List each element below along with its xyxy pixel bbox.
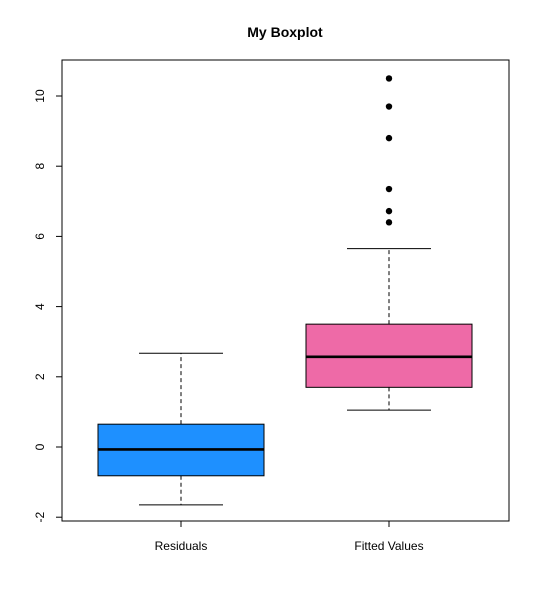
box-fitted-values [305, 75, 473, 411]
y-axis: -2 0 2 4 6 8 10 [33, 89, 63, 523]
x-tick-label: Residuals [155, 539, 208, 553]
outlier-point [385, 75, 393, 82]
box-residuals [97, 352, 265, 506]
y-tick-label: -2 [33, 512, 47, 523]
outlier-point [385, 219, 393, 226]
outlier-point [385, 207, 393, 215]
y-tick-label: 6 [33, 233, 47, 240]
x-tick-label: Fitted Values [354, 539, 423, 553]
y-tick-label: 0 [33, 443, 47, 450]
y-tick-label: 2 [33, 373, 47, 380]
chart-title: My Boxplot [247, 24, 323, 40]
outlier-point [385, 185, 393, 193]
y-tick-label: 8 [33, 163, 47, 170]
x-axis: Residuals Fitted Values [155, 520, 424, 553]
outlier-point [385, 134, 393, 142]
y-tick-label: 4 [33, 303, 47, 310]
y-tick-label: 10 [33, 89, 47, 103]
boxes-group [97, 75, 473, 506]
outlier-point [385, 103, 393, 110]
